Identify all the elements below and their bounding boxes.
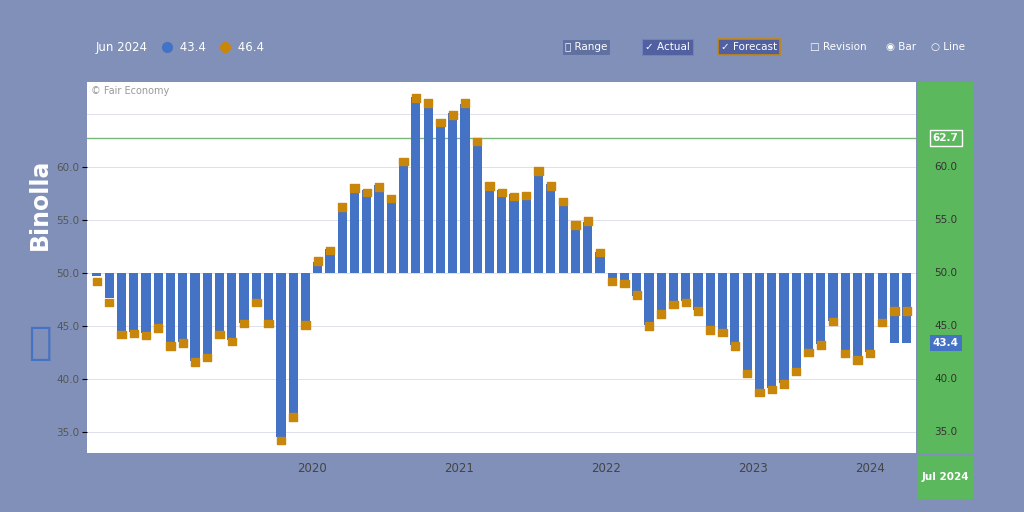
Text: 62.7: 62.7 (933, 133, 958, 143)
Bar (154, 273, 163, 326)
Bar (742, 273, 752, 373)
Bar (558, 200, 567, 273)
Bar (656, 273, 666, 313)
Bar (767, 273, 776, 389)
Bar (424, 101, 433, 273)
Bar (362, 190, 372, 273)
Bar (509, 195, 518, 273)
Bar (117, 273, 126, 335)
Text: ㏑: ㏑ (29, 324, 51, 362)
Bar (583, 222, 592, 273)
Text: 50.0: 50.0 (934, 268, 957, 278)
Bar (215, 273, 224, 335)
Bar (350, 186, 359, 273)
Text: 60.0: 60.0 (934, 162, 957, 172)
Bar (326, 249, 335, 273)
Bar (693, 273, 702, 310)
Text: Jul 2024: Jul 2024 (922, 473, 970, 482)
Bar (436, 120, 445, 273)
Text: □ Revision: □ Revision (810, 42, 867, 52)
Bar (902, 273, 911, 343)
Text: 46.4: 46.4 (234, 41, 264, 54)
Text: Binolla: Binolla (28, 159, 52, 250)
Text: Jun 2024: Jun 2024 (96, 41, 148, 54)
Text: 43.4: 43.4 (176, 41, 206, 54)
Bar (804, 273, 813, 351)
Bar (338, 205, 347, 273)
Bar (473, 139, 482, 273)
Bar (828, 273, 838, 321)
Bar (816, 273, 825, 344)
Text: ○ Line: ○ Line (931, 42, 965, 52)
Bar (104, 273, 114, 298)
Text: ✓ Actual: ✓ Actual (645, 42, 690, 52)
Bar (129, 273, 138, 332)
Bar (252, 273, 261, 300)
Bar (865, 273, 874, 352)
Bar (449, 113, 458, 273)
Bar (289, 273, 298, 415)
Bar (461, 104, 470, 273)
Bar (546, 184, 555, 273)
Bar (240, 273, 249, 323)
Bar (521, 195, 530, 273)
Bar (485, 184, 495, 273)
Bar (755, 273, 764, 392)
Bar (227, 273, 237, 339)
Bar (853, 273, 862, 359)
Bar (681, 273, 690, 302)
Bar (203, 273, 212, 356)
Bar (141, 273, 151, 333)
Bar (264, 273, 273, 322)
Bar (498, 190, 506, 273)
Text: 📅 Range: 📅 Range (565, 42, 607, 52)
Text: 40.0: 40.0 (934, 374, 957, 384)
Bar (570, 224, 580, 273)
Bar (779, 273, 788, 383)
Text: 45.0: 45.0 (934, 321, 957, 331)
Bar (313, 262, 323, 273)
Bar (595, 251, 604, 273)
Bar (718, 273, 727, 331)
Bar (301, 273, 310, 324)
Bar (92, 273, 101, 276)
Bar (644, 273, 653, 325)
Bar (878, 273, 887, 322)
Bar (792, 273, 801, 370)
Text: 55.0: 55.0 (934, 215, 957, 225)
Text: ✓ Forecast: ✓ Forecast (721, 42, 777, 52)
Text: © Fair Economy: © Fair Economy (91, 86, 169, 96)
Text: 35.0: 35.0 (934, 427, 957, 437)
Bar (276, 273, 286, 437)
Bar (375, 185, 384, 273)
Bar (669, 273, 678, 304)
Text: 43.4: 43.4 (933, 338, 958, 348)
Text: ◉ Bar: ◉ Bar (886, 42, 916, 52)
Bar (166, 273, 175, 345)
Bar (178, 273, 187, 342)
Bar (190, 273, 200, 361)
Bar (399, 159, 409, 273)
Bar (841, 273, 850, 352)
Bar (412, 97, 421, 273)
Bar (632, 273, 641, 296)
Bar (607, 273, 616, 280)
Bar (890, 273, 899, 343)
Bar (730, 273, 739, 345)
Bar (534, 169, 543, 273)
Bar (706, 273, 715, 329)
Bar (387, 198, 396, 273)
Bar (620, 273, 629, 282)
